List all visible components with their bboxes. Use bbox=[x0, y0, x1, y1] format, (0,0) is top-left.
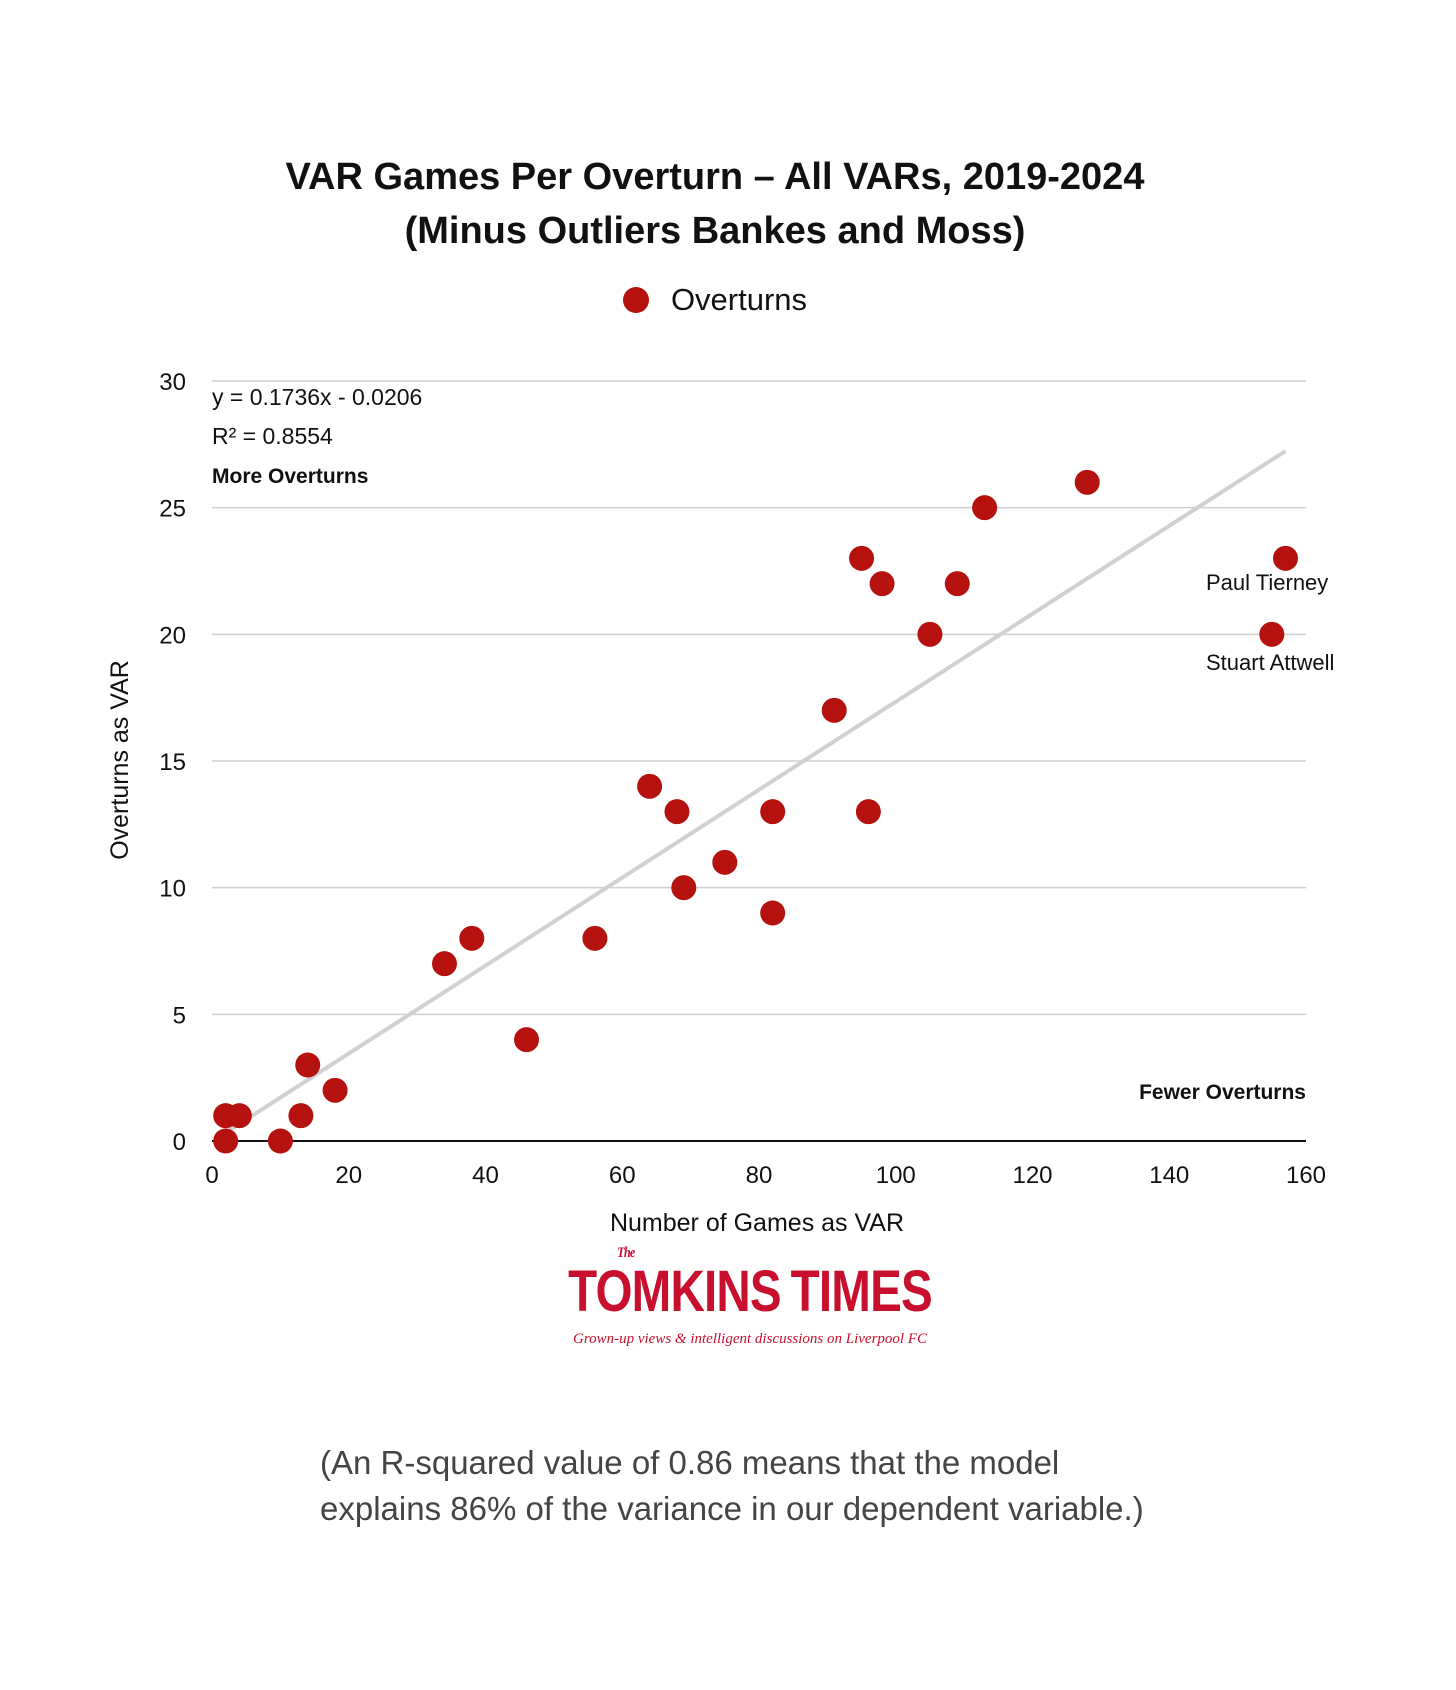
chart-title-line1: VAR Games Per Overturn – All VARs, 2019-… bbox=[285, 156, 1145, 198]
data-point bbox=[514, 1027, 540, 1053]
logo-word-right: TIMES bbox=[790, 1259, 933, 1324]
data-point bbox=[288, 1103, 314, 1129]
data-point bbox=[917, 621, 943, 647]
y-tick-label: 15 bbox=[159, 749, 186, 776]
chart-legend: Overturns bbox=[0, 282, 1430, 318]
trendline-equation: y = 0.1736x - 0.0206 bbox=[212, 384, 422, 410]
x-tick-label: 100 bbox=[876, 1162, 916, 1189]
data-point bbox=[869, 571, 895, 597]
data-point bbox=[760, 799, 786, 825]
y-tick-label: 5 bbox=[173, 1002, 186, 1029]
stuart-attwell-label: Stuart Attwell bbox=[1206, 650, 1334, 675]
data-point bbox=[760, 900, 786, 926]
trendline bbox=[224, 449, 1287, 1135]
fewer-overturns-annotation: Fewer Overturns bbox=[1139, 1081, 1306, 1104]
x-tick-label: 0 bbox=[205, 1162, 218, 1189]
data-point bbox=[1272, 545, 1298, 571]
chart-title-line2: (Minus Outliers Bankes and Moss) bbox=[404, 210, 1026, 252]
data-point bbox=[1074, 469, 1100, 495]
logo-word-left: TOMKINS bbox=[568, 1259, 782, 1324]
data-point bbox=[637, 773, 663, 799]
x-tick-label: 140 bbox=[1149, 1162, 1189, 1189]
data-point bbox=[431, 951, 457, 977]
x-tick-label: 60 bbox=[609, 1162, 636, 1189]
x-tick-label: 20 bbox=[335, 1162, 362, 1189]
y-tick-label: 30 bbox=[159, 369, 186, 396]
tick-labels: 0 5 10 15 20 25 30 0 20 40 60 80 100 120 140 160 bbox=[159, 369, 1326, 1189]
points-layer bbox=[213, 469, 1298, 1154]
logo-tagline: Grown-up views & intelligent discussions… bbox=[572, 1331, 928, 1347]
data-point bbox=[582, 925, 608, 951]
y-tick-label: 25 bbox=[159, 496, 186, 523]
r-squared-label: R² = 0.8554 bbox=[212, 423, 333, 449]
data-point bbox=[712, 849, 738, 875]
x-tick-label: 160 bbox=[1286, 1162, 1326, 1189]
y-axis-label: Overturns as VAR bbox=[106, 660, 134, 860]
footnote: (An R-squared value of 0.86 means that t… bbox=[320, 1440, 1320, 1532]
data-point bbox=[1259, 621, 1285, 647]
data-point bbox=[944, 571, 970, 597]
x-tick-label: 120 bbox=[1012, 1162, 1052, 1189]
data-point bbox=[267, 1128, 293, 1154]
data-point bbox=[664, 799, 690, 825]
tomkins-times-logo: The TOMKINS TIMES Grown-up views & intel… bbox=[530, 1245, 970, 1348]
data-point bbox=[972, 495, 998, 521]
y-tick-label: 0 bbox=[173, 1129, 186, 1156]
footnote-line1: (An R-squared value of 0.86 means that t… bbox=[320, 1444, 1060, 1481]
legend-marker-icon bbox=[622, 287, 649, 313]
y-tick-label: 10 bbox=[159, 876, 186, 903]
y-tick-label: 20 bbox=[159, 622, 186, 649]
data-point bbox=[849, 545, 875, 571]
x-tick-label: 40 bbox=[472, 1162, 499, 1189]
x-axis-label: Number of Games as VAR bbox=[610, 1209, 904, 1237]
logo-the: The bbox=[617, 1245, 635, 1261]
data-point bbox=[226, 1103, 252, 1129]
footnote-line2: explains 86% of the variance in our depe… bbox=[320, 1490, 1144, 1527]
data-point bbox=[295, 1052, 321, 1078]
data-point bbox=[855, 799, 881, 825]
x-tick-label: 80 bbox=[746, 1162, 773, 1189]
chart-title: VAR Games Per Overturn – All VARs, 2019-… bbox=[0, 150, 1430, 258]
more-overturns-annotation: More Overturns bbox=[212, 465, 368, 488]
logo-wordmark: The TOMKINS TIMES bbox=[568, 1245, 933, 1325]
data-point bbox=[459, 925, 485, 951]
gridlines bbox=[212, 380, 1306, 1142]
paul-tierney-label: Paul Tierney bbox=[1206, 570, 1328, 595]
data-point bbox=[821, 697, 847, 723]
legend-label: Overturns bbox=[670, 282, 808, 317]
data-point bbox=[322, 1077, 348, 1103]
trendline-layer bbox=[224, 449, 1287, 1135]
data-point bbox=[671, 875, 697, 901]
data-point bbox=[213, 1128, 239, 1154]
